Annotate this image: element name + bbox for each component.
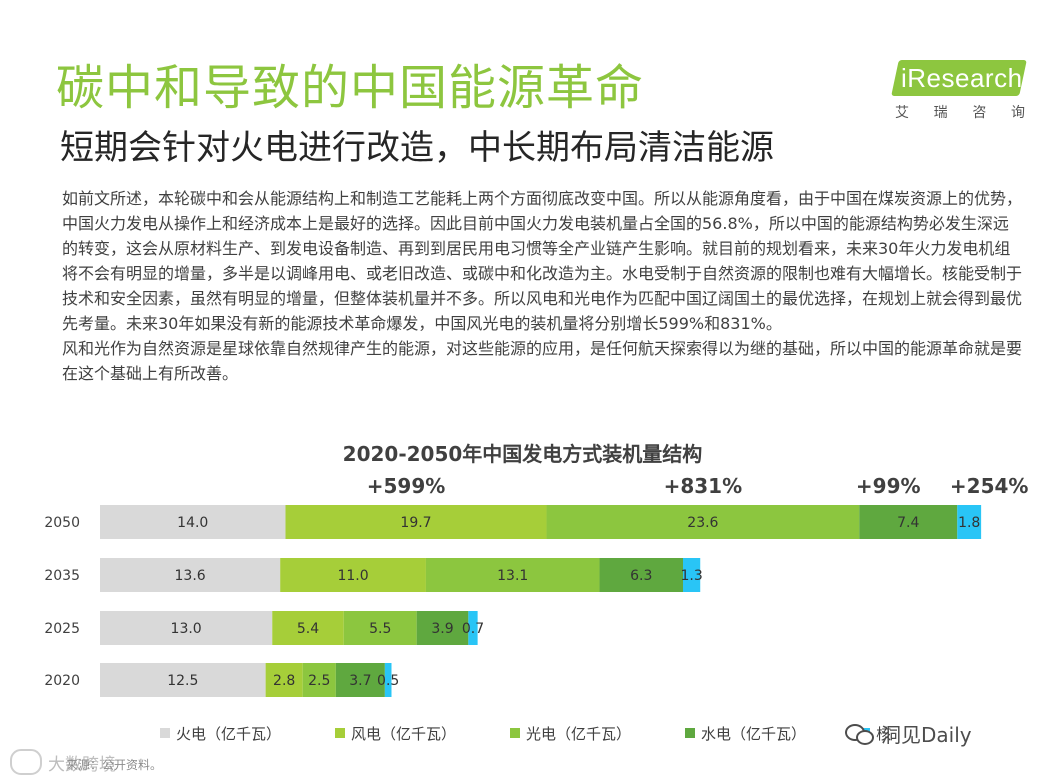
legend-item: 光电（亿千瓦） [510,723,631,744]
bar-segment [302,663,336,697]
growth-annotation: +599% [367,474,446,498]
legend-item: 火电（亿千瓦） [160,723,281,744]
growth-annotation: +254% [950,474,1029,498]
legend-label: 水电（亿千瓦） [701,724,807,743]
watermark-left: 大数跨境 [10,748,116,776]
watermark-logo-icon [10,749,42,775]
chart-legend: 火电（亿千瓦） 风电（亿千瓦） 光电（亿千瓦） 水电（亿千瓦） 核 [160,722,945,744]
data-label: 0.5 [377,673,399,689]
category-label: 2050 [44,515,80,531]
bar-segment [100,663,266,697]
growth-annotation: +99% [856,474,921,498]
data-label: 5.4 [297,621,319,637]
legend-label: 光电（亿千瓦） [526,724,632,743]
legend-swatch [335,728,346,738]
bar-segment [425,558,600,592]
category-label: 2020 [44,673,80,689]
data-label: 12.5 [167,673,198,689]
page-subtitle: 短期会针对火电进行改造，中长期布局清洁能源 [60,128,774,168]
watermark-right-text: 洞见Daily [881,722,972,747]
logo-char: 艾 [895,105,909,121]
watermark-right: 洞见Daily [845,718,972,748]
bar-segment [335,663,385,697]
iresearch-logo: iResearch 艾 瑞 咨 询 [891,58,1030,128]
page-title: 碳中和导致的中国能源革命 [56,60,645,116]
legend-swatch [160,728,170,738]
logo-char: 瑞 [933,105,948,121]
data-label: 1.3 [680,568,702,584]
growth-annotation: +831% [664,474,743,498]
legend-item: 水电（亿千瓦） [685,723,806,744]
data-label: 19.7 [400,515,431,531]
legend-item: 风电（亿千瓦） [335,723,456,744]
body-paragraph: 如前文所述，本轮碳中和会从能源结构上和制造工艺能耗上两个方面彻底改变中国。所以从… [62,189,1023,333]
legend-swatch [685,728,696,738]
legend-swatch [510,728,521,738]
data-label: 13.6 [175,568,206,584]
legend-label: 核 [876,724,892,743]
wechat-icon [845,722,875,745]
watermark-left-text: 大数跨境 [48,754,116,775]
data-label: 1.8 [958,515,980,531]
logo-char: 咨 [972,105,987,121]
data-label: 5.5 [369,621,391,637]
body-paragraph: 风和光作为自然资源是星球依靠自然规律产生的能源，对这些能源的应用，是任何航天探索… [62,339,1023,383]
bar-segment [343,611,417,645]
data-label: 13.0 [171,621,202,637]
bar-segment [859,505,958,539]
legend-label: 风电（亿千瓦） [351,724,457,743]
bar-segment [599,558,683,592]
bar-segment [100,558,281,592]
data-label: 13.1 [497,568,528,584]
bar-segment [285,505,547,539]
bar-segment [416,611,469,645]
logo-chinese-name: 艾 瑞 咨 询 [895,102,1025,122]
bar-segment [384,663,392,697]
data-label: 7.4 [897,515,919,531]
data-label: 3.9 [431,621,453,637]
logo-char: 询 [1010,105,1025,121]
bar-segment [280,558,426,592]
body-text: 如前文所述，本轮碳中和会从能源结构上和制造工艺能耗上两个方面彻底改变中国。所以从… [62,186,1022,386]
data-label: 23.6 [687,515,718,531]
bar-segment [265,663,303,697]
legend-label: 火电（亿千瓦） [176,724,282,743]
data-label: 14.0 [177,515,208,531]
category-label: 2025 [44,621,80,637]
data-label: 11.0 [337,568,368,584]
data-label: 2.5 [308,673,330,689]
data-label: 6.3 [630,568,652,584]
data-label: 3.7 [349,673,371,689]
chart-title: 2020-2050年中国发电方式装机量结构 [342,442,703,466]
stacked-bar-chart: 2050 14.0 19.7 23.6 7.4 1.8 2035 13.6 11.0 13.1 6.… [44,474,1029,697]
bar-segment [957,505,982,539]
logo-brand-text: iResearch [901,63,1023,93]
data-label: 2.8 [273,673,295,689]
source-note: 来源：公开资料。 [66,758,163,772]
bar-segment [272,611,344,645]
bar-segment [683,558,701,592]
bar-segment [468,611,478,645]
data-label: 0.7 [462,621,484,637]
category-label: 2035 [44,568,80,584]
bar-segment [100,611,273,645]
bar-segment [546,505,860,539]
bar-segment [100,505,286,539]
